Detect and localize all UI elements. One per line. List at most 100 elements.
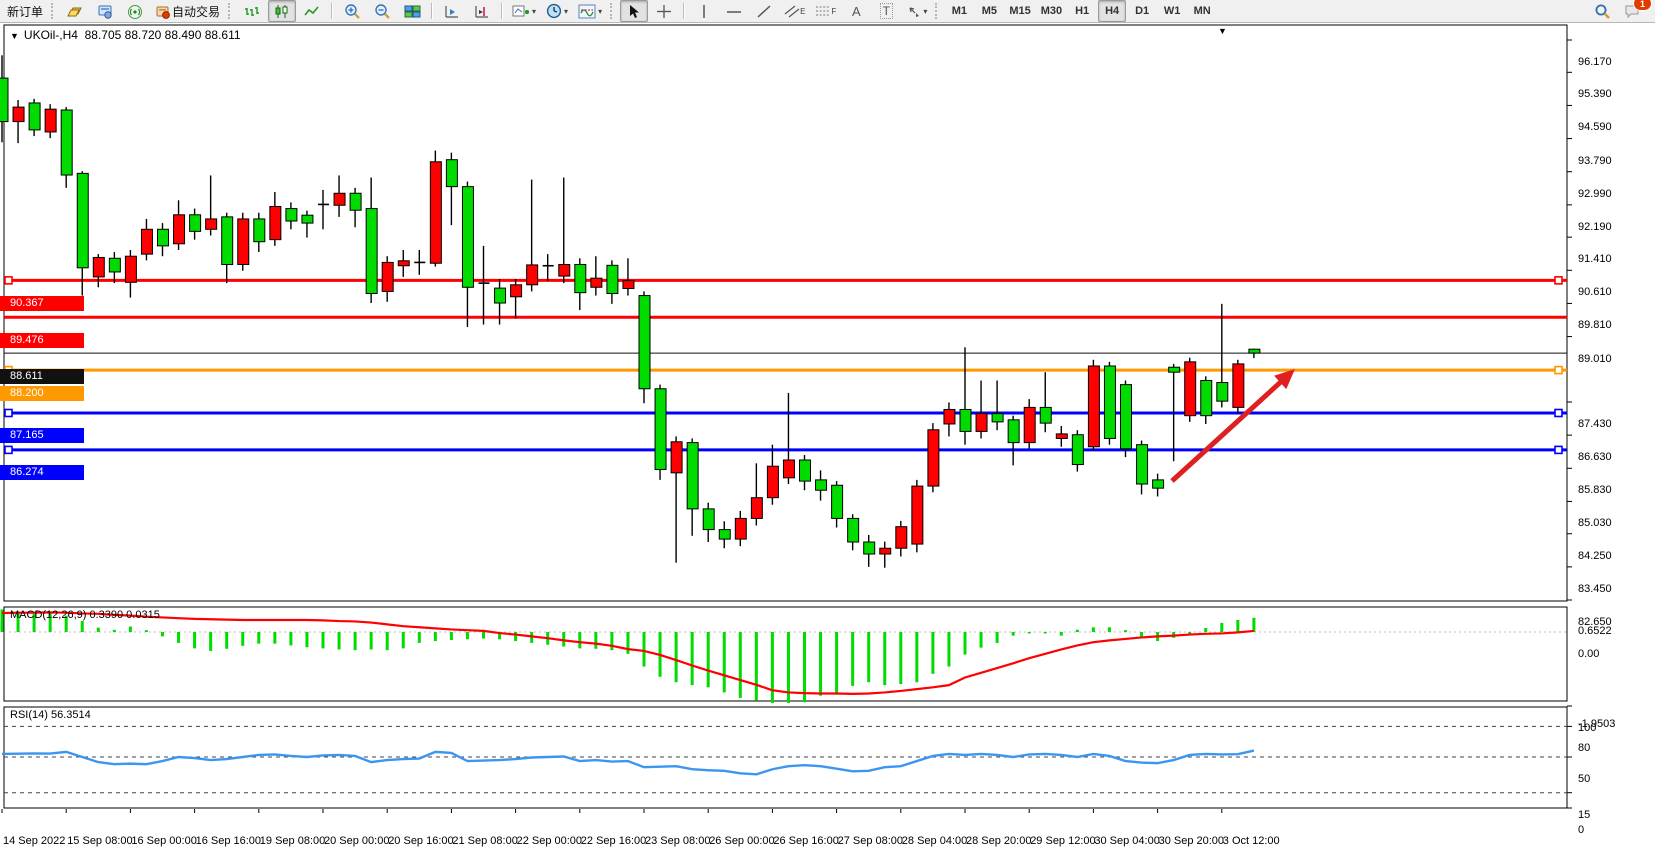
- periods-button[interactable]: ▾: [542, 0, 572, 22]
- toolbar-separator: [501, 3, 504, 19]
- candle-body: [44, 108, 57, 133]
- price-axis-label: 89.010: [1578, 352, 1612, 365]
- hline-handle[interactable]: [4, 408, 13, 418]
- time-axis-label: 22 Sep 00:00: [516, 835, 583, 847]
- auto-trading-button[interactable]: 自动交易: [151, 0, 224, 22]
- time-axis-label: 3 Oct 12:00: [1222, 835, 1280, 847]
- zoom-in-button[interactable]: [338, 0, 366, 22]
- main-plot-area[interactable]: [3, 24, 1568, 602]
- price-axis-label: 85.030: [1578, 517, 1612, 530]
- tile-windows-button[interactable]: [398, 0, 426, 22]
- candle-body: [173, 214, 186, 245]
- candle-body: [205, 218, 218, 230]
- indicators-button[interactable]: ▾: [574, 0, 606, 22]
- text-tool-button[interactable]: A: [842, 0, 870, 22]
- gold-bar-icon-button[interactable]: [61, 0, 89, 22]
- timeframe-m5-button[interactable]: M5: [975, 0, 1003, 22]
- timeframe-label: MN: [1193, 5, 1211, 17]
- horizontal-line-tool-button[interactable]: [720, 0, 748, 22]
- cursor-tool-button[interactable]: [620, 0, 649, 22]
- gold-bar-icon: [66, 7, 82, 17]
- time-axis-label: 21 Sep 08:00: [452, 835, 518, 847]
- price-axis-label: 84.250: [1578, 549, 1612, 562]
- candle-body: [429, 161, 442, 264]
- timeframe-m1-button[interactable]: M1: [945, 0, 973, 22]
- chart-shift-button[interactable]: [468, 0, 496, 22]
- chart-shift-marker-icon[interactable]: ▼: [1218, 26, 1227, 36]
- candle-body: [237, 218, 250, 265]
- line-chart-mode-button[interactable]: [298, 0, 326, 22]
- arrows-tool-button[interactable]: ▾: [902, 0, 931, 22]
- candle-body: [766, 465, 779, 499]
- time-axis-label: 15 Sep 08:00: [67, 835, 133, 847]
- hline-handle[interactable]: [4, 276, 13, 285]
- fibonacci-tool-button[interactable]: F: [811, 0, 840, 22]
- hline-handle[interactable]: [1554, 276, 1563, 285]
- timeframe-label: H4: [1105, 5, 1120, 17]
- toolbar-separator: [431, 3, 434, 19]
- candle-body: [157, 228, 169, 247]
- vertical-line-tool-button[interactable]: [690, 0, 718, 22]
- candle-body: [349, 192, 362, 211]
- trend-arrow-head[interactable]: [1274, 369, 1295, 390]
- hline-handle[interactable]: [1554, 408, 1563, 418]
- timeframe-d1-button[interactable]: D1: [1128, 0, 1156, 22]
- rsi-panel[interactable]: [3, 706, 1568, 809]
- vertical-line-icon: [703, 4, 705, 18]
- terminal-icon-button[interactable]: [91, 0, 119, 22]
- timeframe-h1-button[interactable]: H1: [1068, 0, 1096, 22]
- candle-body: [1039, 406, 1052, 424]
- timeframe-label: W1: [1163, 5, 1181, 17]
- timeframe-label: M15: [1009, 5, 1031, 17]
- bar-chart-icon: [245, 6, 260, 16]
- notification-badge: 1: [1633, 0, 1652, 11]
- candle-body: [381, 261, 394, 292]
- candle-body: [1136, 444, 1149, 485]
- search-button[interactable]: [1588, 0, 1616, 22]
- candle-body: [60, 109, 73, 176]
- timeframe-mn-button[interactable]: MN: [1188, 0, 1216, 22]
- macd-panel[interactable]: [3, 606, 1568, 702]
- candle-body: [670, 441, 683, 474]
- timeframe-h4-button[interactable]: H4: [1098, 0, 1127, 22]
- timeframe-w1-button[interactable]: W1: [1158, 0, 1186, 22]
- candle-body: [1103, 365, 1116, 439]
- price-axis-label: 83.450: [1578, 582, 1612, 595]
- timeframe-m15-button[interactable]: M15: [1005, 0, 1034, 22]
- channel-tool-button[interactable]: E: [780, 0, 809, 22]
- hline-handle[interactable]: [1554, 445, 1563, 455]
- new-chart-icon: [512, 5, 530, 16]
- new-chart-button[interactable]: ▾: [508, 0, 540, 22]
- toolbar-grip: [51, 3, 57, 19]
- hline-handle[interactable]: [4, 445, 13, 455]
- chevron-down-icon: ▾: [923, 6, 928, 16]
- signal-icon-button[interactable]: [121, 0, 149, 22]
- clock-icon: [546, 3, 562, 19]
- text-label-tool-button[interactable]: T: [872, 0, 900, 22]
- zoom-out-button[interactable]: [368, 0, 396, 22]
- timeframe-label: H1: [1075, 5, 1090, 17]
- time-axis-label: 14 Sep 2022: [3, 835, 66, 847]
- collapse-triangle-icon[interactable]: ▼: [10, 31, 19, 41]
- notifications-button[interactable]: 1: [1618, 0, 1652, 22]
- candlestick-mode-button[interactable]: [268, 0, 297, 22]
- chart-canvas[interactable]: [0, 23, 1655, 825]
- auto-scroll-button[interactable]: [438, 0, 466, 22]
- crosshair-tool-button[interactable]: [650, 0, 678, 22]
- trend-arrow-line[interactable]: [1170, 373, 1290, 483]
- time-axis-label: 20 Sep 16:00: [388, 835, 454, 847]
- new-order-button[interactable]: 新订单: [3, 0, 47, 22]
- price-axis-label: 82.650: [1578, 615, 1612, 628]
- time-axis[interactable]: [0, 809, 1568, 825]
- time-axis-label: 23 Sep 08:00: [645, 835, 711, 847]
- time-axis-label: 26 Sep 00:00: [709, 835, 775, 847]
- time-axis-label: 27 Sep 08:00: [837, 835, 904, 847]
- candle-body: [1216, 382, 1229, 402]
- price-axis[interactable]: [1568, 48, 1655, 831]
- candle-body: [1200, 379, 1213, 417]
- candle-body: [686, 442, 699, 510]
- hline-handle[interactable]: [1554, 365, 1563, 375]
- timeframe-m30-button[interactable]: M30: [1037, 0, 1066, 22]
- bar-chart-mode-button[interactable]: [238, 0, 266, 22]
- trendline-tool-button[interactable]: [750, 0, 778, 22]
